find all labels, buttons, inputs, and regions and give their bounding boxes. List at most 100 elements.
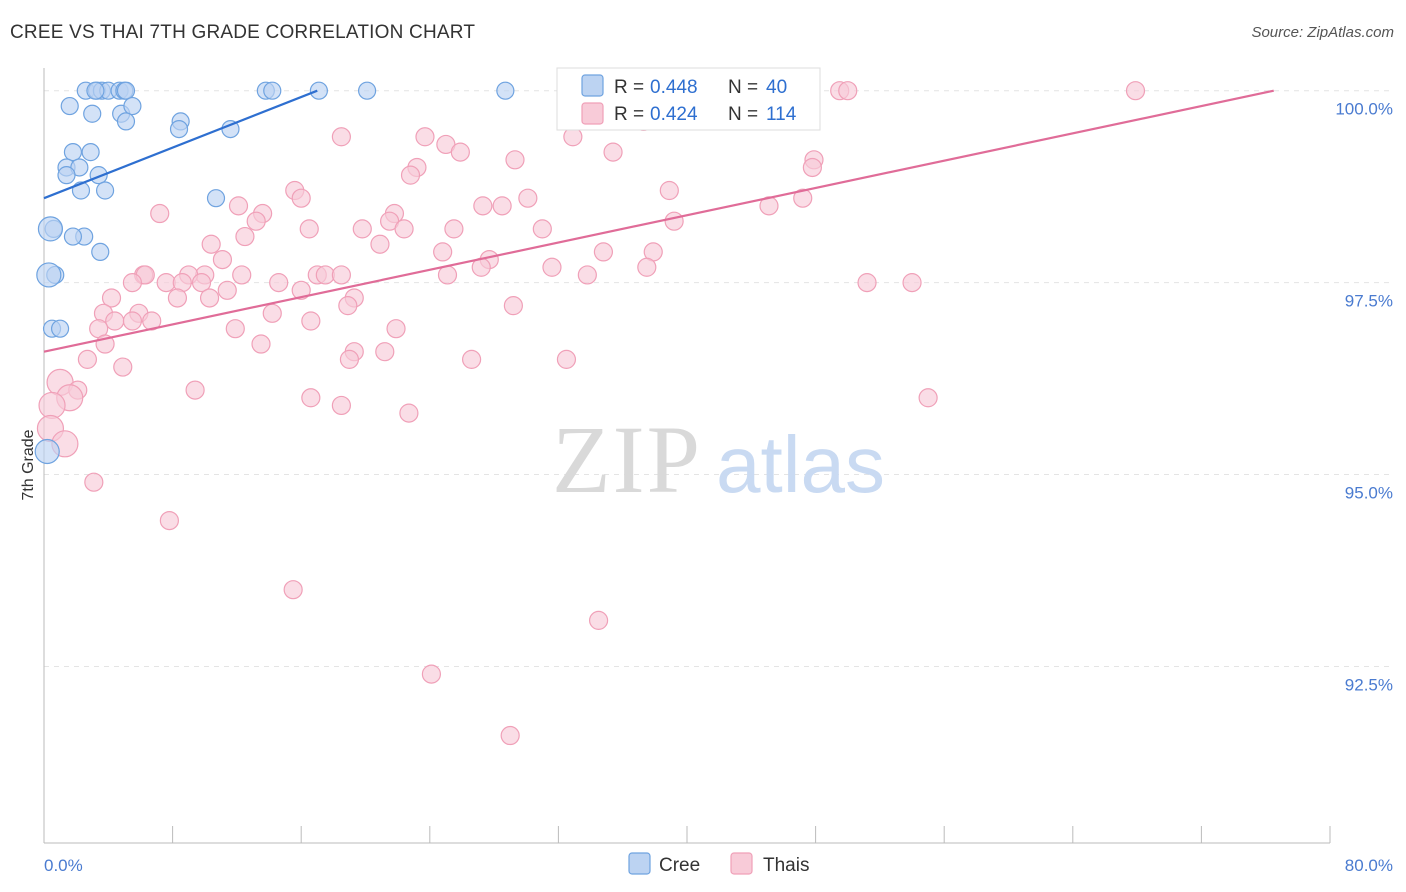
thais-point	[262, 303, 282, 323]
thais-point	[225, 319, 245, 339]
y-tick-labels: 100.0% 97.5% 95.0% 92.5%	[1335, 100, 1393, 695]
thais-point	[331, 395, 351, 416]
cree-point	[37, 216, 64, 242]
y-tick-label: 97.5%	[1345, 292, 1393, 311]
thais-point	[101, 288, 122, 308]
thais-point	[857, 273, 877, 293]
x-tick-label: 80.0%	[1345, 856, 1393, 875]
thais-point	[386, 319, 406, 339]
stats-legend: R = 0.448 N = 40 R = 0.424 N = 114	[556, 67, 821, 131]
chart-title: CREE VS THAI 7TH GRADE CORRELATION CHART	[10, 22, 476, 43]
thais-point	[370, 234, 390, 254]
thais-point	[421, 664, 442, 684]
cree-point	[263, 81, 282, 100]
thais-point	[437, 265, 458, 285]
thais-point	[444, 219, 464, 239]
cree-n-label: N =	[728, 77, 758, 98]
thais-point	[283, 580, 303, 600]
y-axis-title: 7th Grade	[20, 429, 37, 500]
cree-r-value: 0.448	[650, 77, 698, 98]
thais-point	[588, 610, 609, 630]
thais-point	[394, 219, 414, 239]
thais-point	[301, 311, 321, 331]
cree-point	[206, 189, 226, 208]
thais-point	[838, 81, 858, 101]
cree-point	[57, 166, 76, 185]
thais-point	[84, 472, 104, 492]
thais-point	[593, 242, 614, 262]
watermark: ZIP atlas	[552, 406, 885, 513]
thais-r-label: R =	[614, 104, 644, 125]
thais-point	[199, 288, 220, 308]
thais-point	[167, 288, 188, 308]
source-label: Source: ZipAtlas.com	[1251, 24, 1394, 41]
cree-point	[496, 81, 515, 100]
thais-point	[122, 273, 143, 293]
cree-point	[95, 181, 115, 200]
thais-point	[251, 334, 271, 354]
thais-point	[191, 273, 212, 293]
thais-point	[659, 180, 679, 201]
thais-point	[331, 127, 351, 147]
cree-r-label: R =	[614, 77, 644, 98]
trend-layer	[43, 89, 1274, 353]
thais-point	[142, 311, 162, 331]
legend-cree-icon	[628, 852, 651, 875]
thais-point	[338, 296, 358, 316]
thais-point	[542, 257, 562, 277]
thais-point	[105, 311, 125, 331]
thais-point	[802, 157, 822, 178]
thais-point	[637, 257, 657, 277]
y-tick-label: 92.5%	[1345, 675, 1393, 694]
watermark-atlas: atlas	[716, 420, 885, 509]
thais-point	[301, 388, 321, 408]
thais-point	[375, 342, 395, 362]
thais-point	[450, 142, 470, 162]
thais-point	[235, 226, 255, 247]
x-tick-labels: 0.0% 80.0%	[44, 856, 1393, 875]
thais-point	[299, 219, 319, 239]
thais-point	[532, 219, 552, 239]
thais-point	[156, 273, 176, 293]
legend-thais-label: Thais	[763, 855, 809, 876]
thais-point	[291, 280, 311, 300]
thais-point	[399, 403, 419, 423]
thais-r-value: 0.424	[650, 104, 698, 125]
cree-point	[86, 81, 105, 100]
thais-point	[500, 725, 520, 746]
thais-point	[201, 234, 221, 254]
thais-point	[352, 219, 372, 239]
thais-point	[159, 510, 179, 531]
thais-point	[331, 265, 351, 285]
legend-cree-label: Cree	[659, 855, 700, 876]
thais-point	[122, 311, 143, 331]
cree-point	[81, 143, 100, 162]
thais-point	[492, 196, 512, 216]
thais-point	[1125, 81, 1146, 101]
thais-trend-line	[43, 89, 1274, 353]
cree-point	[63, 227, 83, 246]
thais-n-value: 114	[766, 104, 797, 125]
thais-point	[113, 357, 133, 377]
thais-point	[212, 249, 233, 270]
watermark-zip: ZIP	[552, 406, 702, 513]
thais-point	[518, 188, 538, 208]
thais-point	[473, 196, 493, 216]
thais-point	[505, 150, 525, 170]
thais-point	[269, 273, 289, 293]
cree-point	[169, 119, 189, 139]
thais-point	[918, 388, 938, 408]
cree-swatch-icon	[581, 74, 604, 97]
thais-point	[228, 196, 249, 216]
thais-point	[217, 280, 237, 300]
thais-swatch-icon	[581, 102, 604, 125]
cree-point	[123, 96, 142, 116]
thais-point	[433, 242, 453, 262]
y-tick-label: 95.0%	[1345, 484, 1393, 503]
thais-point	[793, 188, 813, 208]
cree-point	[358, 81, 377, 100]
thais-point	[232, 265, 252, 285]
y-tick-label: 100.0%	[1335, 100, 1393, 119]
thais-point	[315, 265, 335, 285]
grid-layer	[44, 90, 1392, 667]
